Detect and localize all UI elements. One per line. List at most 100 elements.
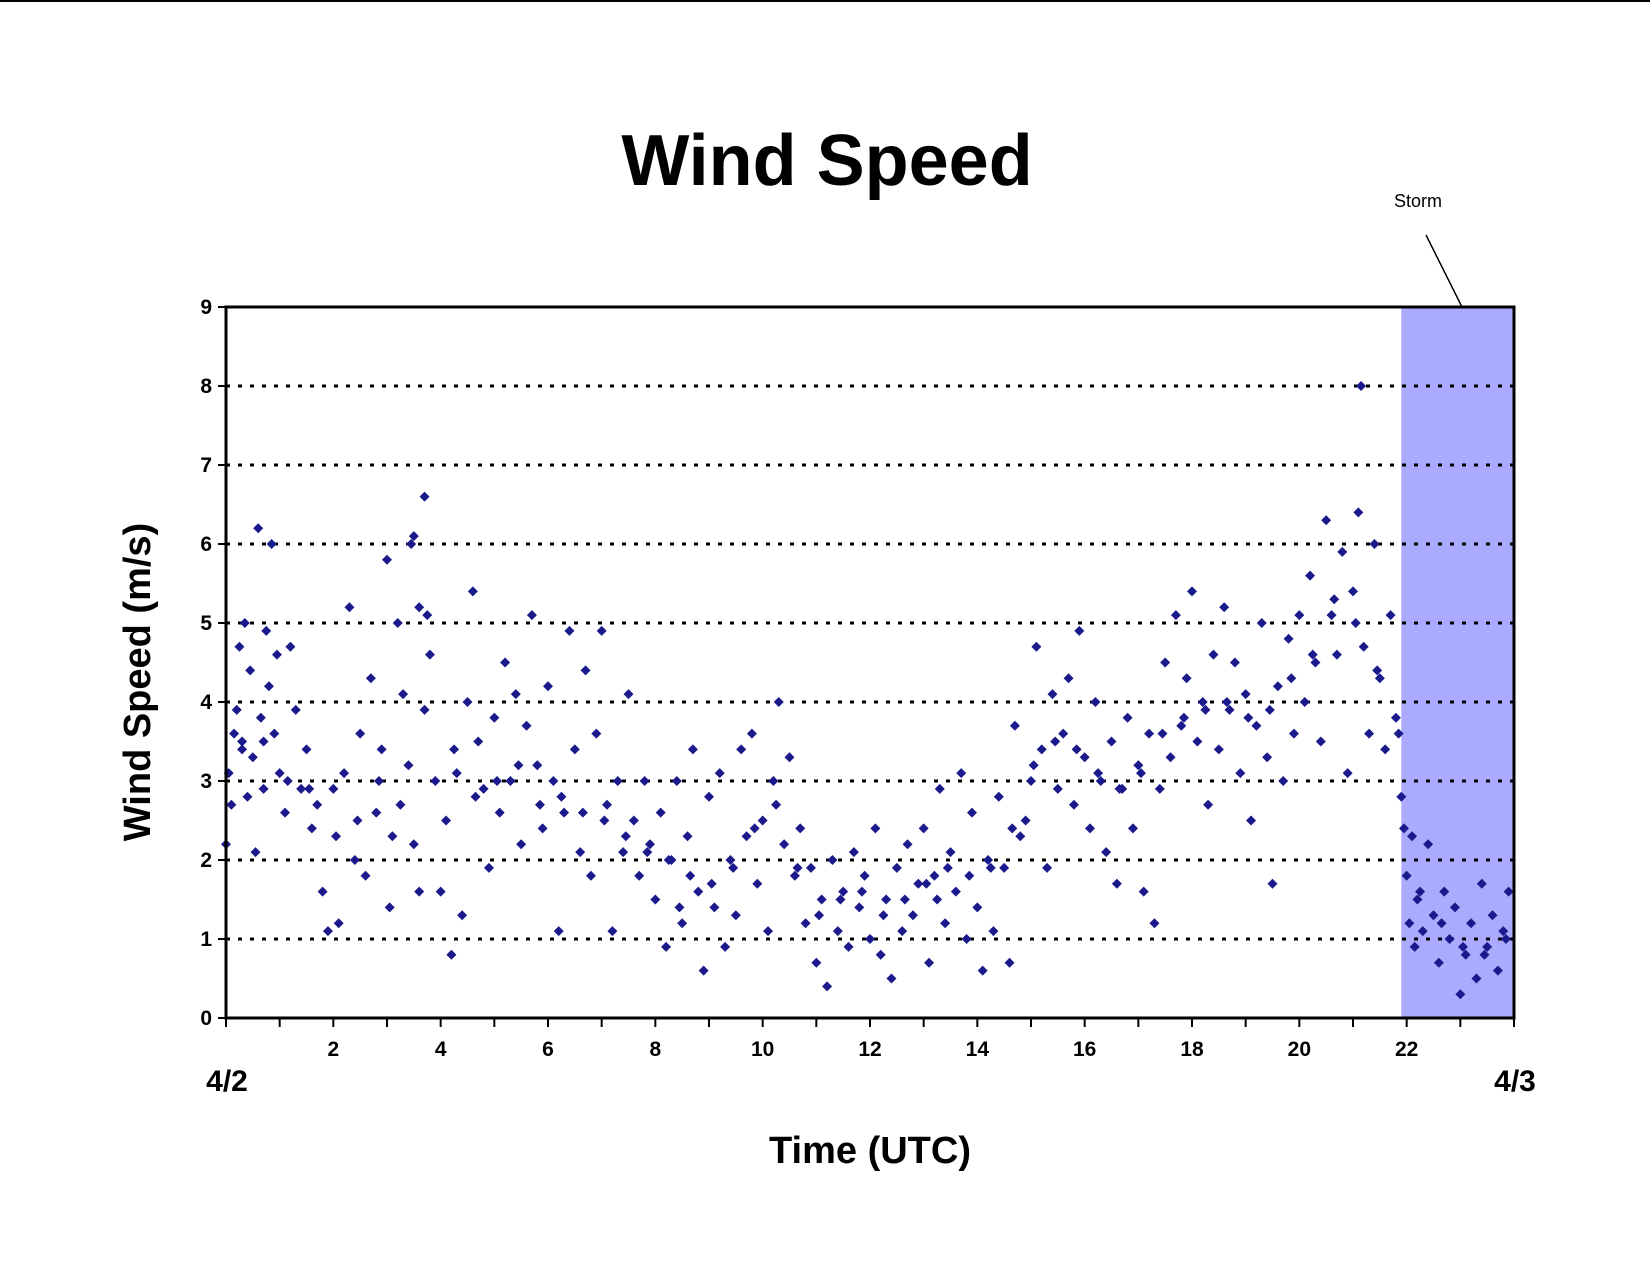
data-point [1095,776,1106,786]
data-point [961,934,972,944]
data-point [1321,515,1332,526]
data-point [331,831,342,842]
data-point [1294,610,1305,621]
data-point [250,847,261,858]
data-point [1348,586,1358,597]
data-point [301,744,312,755]
data-point [805,862,816,873]
data-point [800,918,811,929]
data-point [1305,570,1316,581]
data-point [628,815,639,826]
data-point [1350,618,1361,628]
data-point [1224,704,1235,715]
data-point [685,870,696,881]
data-point [1299,697,1310,707]
data-point [730,910,741,921]
y-tick-label: 1 [200,928,212,951]
y-tick-label: 9 [200,296,212,319]
data-point [392,618,403,628]
data-point [580,665,591,676]
data-point [489,712,500,723]
y-tick-label: 5 [200,612,212,635]
data-point [473,736,484,747]
data-point [1079,752,1090,763]
data-point [966,807,977,818]
data-point [886,973,897,984]
data-point [1074,625,1085,636]
data-point [435,886,446,897]
data-point [644,839,655,850]
data-point [1114,783,1125,794]
data-point [349,855,360,865]
data-point [1085,823,1096,834]
data-point [403,760,414,771]
data-point [344,602,355,613]
data-point [832,926,843,937]
data-point [771,799,782,810]
data-point [1337,546,1348,557]
data-point [467,586,478,597]
data-point [932,894,943,905]
data-point [1004,957,1015,968]
data-point [376,744,387,755]
data-point [1503,886,1514,897]
data-point [1058,728,1069,739]
y-tick-label: 3 [200,770,212,793]
data-point [543,681,553,692]
data-point [1036,744,1047,755]
data-point [591,728,602,739]
data-point [1187,586,1197,597]
data-point [956,768,967,779]
data-point [1364,728,1375,739]
data-point [929,870,940,881]
data-point [494,807,505,818]
data-point [253,523,264,534]
data-point [1380,744,1391,755]
data-point [1063,673,1074,684]
data-point [1050,736,1061,747]
data-point [878,910,889,921]
data-point [322,926,333,937]
data-point [1476,878,1487,889]
data-point [585,870,596,881]
data-point [483,862,494,873]
data-point [891,862,902,873]
data-point [534,799,545,810]
data-point [1369,539,1380,549]
data-point [789,870,800,881]
data-point [422,610,433,621]
data-point [492,776,503,786]
data-point [792,862,803,873]
data-point [661,941,672,952]
data-point [612,776,623,786]
data-point [773,697,784,707]
data-point [870,823,881,834]
data-point [408,839,419,850]
data-point [634,870,645,881]
data-point [1479,949,1490,960]
data-point [1310,657,1321,668]
data-point [373,776,384,786]
data-point [516,839,527,850]
data-point [1144,728,1155,739]
data-point [671,776,682,786]
data-point [1192,736,1203,747]
data-point [226,799,237,810]
data-point [1009,720,1020,731]
data-point [333,918,344,929]
data-point [1307,649,1318,660]
chart-title: Wind Speed [621,121,1032,201]
data-point [1390,712,1401,723]
data-point [1157,728,1168,739]
y-tick-label: 0 [200,1007,212,1030]
data-point [290,704,301,715]
y-tick-label: 8 [200,375,212,398]
data-point [1015,831,1026,842]
data-point [274,768,285,779]
data-point [921,878,932,889]
data-point [355,728,366,739]
data-point [532,760,543,771]
y-axis-title: Wind Speed (m/s) [117,523,159,841]
data-point [1458,941,1469,952]
